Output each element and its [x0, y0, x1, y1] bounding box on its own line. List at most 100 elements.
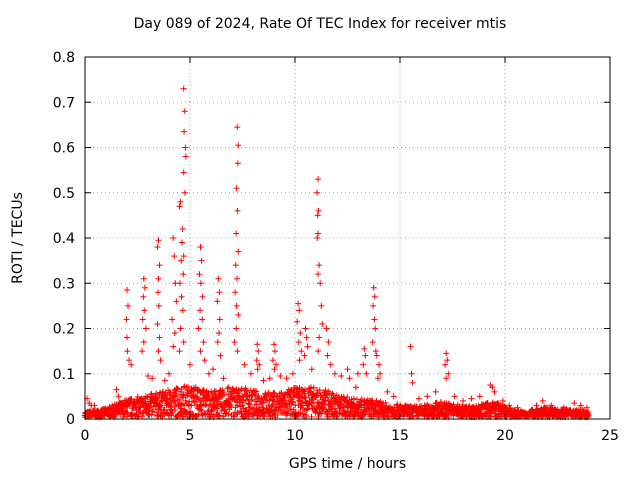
data-point: [355, 370, 361, 377]
y-axis-ticks: 0 0.1 0.2 0.3 0.4 0.5 0.6 0.7 0.8: [53, 50, 610, 428]
data-point: [295, 339, 302, 346]
data-point: [324, 352, 331, 359]
data-point: [294, 318, 301, 325]
chart-title: Day 089 of 2024, Rate Of TEC Index for r…: [133, 16, 507, 32]
data-point: [235, 311, 242, 318]
data-point: [372, 325, 379, 332]
band-point: [316, 387, 323, 394]
band-point: [186, 398, 193, 405]
band-point: [194, 395, 201, 402]
data-point: [374, 375, 381, 382]
band-point: [487, 413, 494, 420]
data-point: [154, 244, 161, 251]
data-point: [170, 343, 177, 350]
data-point: [91, 402, 98, 409]
band-point: [324, 394, 331, 401]
x-tick-label: 15: [391, 428, 409, 444]
band-point: [198, 407, 205, 414]
grid-lines: [85, 57, 610, 419]
data-point: [432, 388, 439, 395]
data-point: [172, 280, 179, 287]
band-point: [258, 395, 265, 402]
data-point: [277, 373, 284, 380]
band-point: [225, 411, 232, 418]
band-point: [350, 395, 357, 402]
data-point: [198, 257, 205, 264]
data-point: [316, 334, 323, 341]
data-point: [443, 350, 450, 357]
band-point: [239, 396, 246, 403]
band-point: [176, 412, 183, 419]
data-point: [234, 207, 241, 214]
data-point: [201, 357, 208, 364]
data-point: [363, 370, 370, 377]
data-point: [156, 262, 163, 269]
data-point: [235, 142, 242, 149]
data-point: [196, 271, 203, 278]
data-point: [424, 393, 431, 400]
plot-area: [81, 85, 592, 421]
data-point: [216, 289, 223, 296]
data-point: [180, 271, 187, 278]
data-point: [362, 352, 369, 359]
data-point: [235, 248, 242, 255]
data-point: [181, 189, 188, 196]
data-point: [234, 124, 241, 131]
y-tick-label: 0: [66, 412, 75, 428]
band-point: [301, 394, 308, 401]
y-tick-label: 0.1: [53, 367, 75, 383]
band-point: [247, 387, 254, 394]
band-point: [171, 403, 178, 410]
data-point: [140, 275, 147, 282]
data-point: [113, 386, 120, 393]
data-point: [577, 402, 584, 409]
data-point: [408, 370, 415, 377]
data-point: [571, 400, 578, 407]
data-point: [384, 388, 391, 395]
band-point: [310, 399, 317, 406]
band-point: [278, 389, 285, 396]
y-tick-label: 0.5: [53, 186, 75, 202]
y-tick-label: 0.3: [53, 276, 75, 292]
data-point: [141, 284, 148, 291]
data-point: [214, 339, 221, 346]
data-point: [489, 384, 496, 391]
band-point: [354, 408, 361, 415]
band-point: [201, 401, 208, 408]
band-point: [322, 397, 329, 404]
band-point: [358, 413, 365, 420]
data-point: [506, 402, 513, 409]
band-point: [202, 402, 209, 409]
band-point: [188, 402, 195, 409]
data-point: [271, 366, 278, 373]
band-point: [346, 399, 353, 406]
x-tick-label: 25: [601, 428, 619, 444]
data-point: [315, 348, 322, 355]
data-point: [176, 348, 183, 355]
band-point: [220, 389, 227, 396]
data-point: [141, 307, 148, 314]
band-point: [396, 412, 403, 419]
band-point: [239, 399, 246, 406]
data-point: [260, 377, 267, 384]
data-point: [317, 280, 324, 287]
data-point: [548, 402, 555, 409]
data-point: [583, 404, 590, 411]
data-point: [370, 284, 377, 291]
data-point: [142, 325, 149, 332]
data-point: [123, 316, 130, 323]
data-point: [314, 212, 321, 219]
data-point: [139, 316, 146, 323]
band-point: [156, 403, 163, 410]
data-point: [139, 348, 146, 355]
data-point: [180, 169, 187, 176]
band-point: [269, 401, 276, 408]
data-point: [157, 357, 164, 364]
band-point: [248, 396, 255, 403]
data-point: [255, 348, 262, 355]
band-point: [450, 403, 457, 410]
data-point: [373, 352, 380, 359]
band-point: [173, 385, 180, 392]
data-point: [451, 393, 458, 400]
